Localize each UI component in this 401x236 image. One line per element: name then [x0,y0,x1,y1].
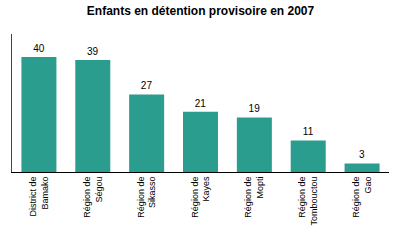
svg-text:Région deTombouctou: Région deTombouctou [297,177,319,226]
svg-text:Région deMopti: Région deMopti [243,177,265,218]
svg-text:27: 27 [141,80,153,91]
svg-text:40: 40 [33,43,45,54]
svg-text:Région deSégou: Région deSégou [82,177,104,218]
svg-text:39: 39 [87,46,99,57]
svg-text:Région deKayes: Région deKayes [190,176,212,218]
svg-text:19: 19 [249,103,261,114]
svg-text:Région deGao: Région deGao [351,177,373,218]
svg-text:3: 3 [359,149,365,160]
svg-text:Région deSikasso: Région deSikasso [136,177,158,218]
svg-text:District deBamako: District deBamako [28,177,50,217]
svg-text:11: 11 [303,126,314,137]
svg-text:21: 21 [195,98,207,109]
svg-text:Enfants en détention provisoir: Enfants en détention provisoire en 2007 [87,4,315,18]
